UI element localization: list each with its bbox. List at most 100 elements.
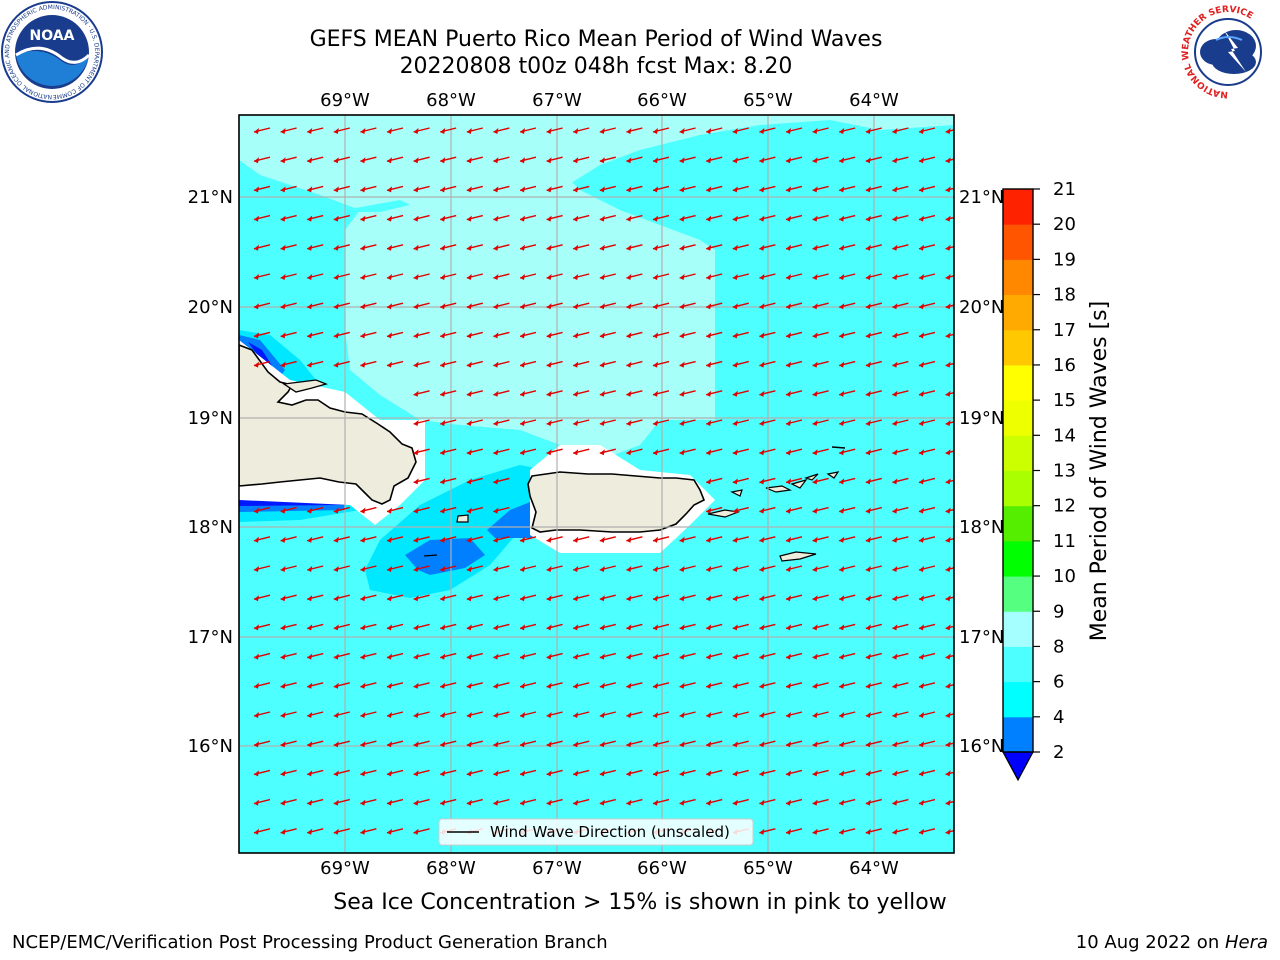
wave-direction-arrow [812, 506, 829, 514]
wave-direction-arrow [440, 360, 457, 368]
wave-direction-arrow [519, 331, 537, 339]
wave-direction-arrow [546, 185, 563, 193]
wave-direction-arrow [679, 419, 696, 426]
wave-direction-arrow [759, 536, 776, 543]
wave-direction-arrow [599, 536, 616, 543]
wave-direction-arrow [280, 214, 297, 222]
lat-label: 21°N [188, 187, 233, 208]
wave-direction-arrow [280, 565, 297, 572]
wave-direction-arrow [679, 390, 696, 397]
wave-direction-arrow [679, 565, 696, 572]
wave-direction-arrow [413, 273, 430, 280]
wave-direction-arrow [679, 594, 696, 602]
wave-direction-arrow [759, 185, 776, 193]
wave-direction-arrow [253, 594, 271, 602]
wave-direction-arrow [812, 448, 829, 456]
wave-direction-arrow [865, 798, 882, 806]
footer-host: Hera [1224, 932, 1268, 953]
wave-direction-arrow [573, 740, 590, 748]
wave-direction-arrow [812, 302, 829, 310]
wave-direction-arrow [918, 565, 936, 572]
wave-direction-arrow [546, 448, 563, 456]
wave-direction-arrow [599, 302, 616, 310]
wave-direction-arrow [626, 273, 643, 280]
wave-direction-arrow [732, 273, 749, 280]
wave-direction-arrow [679, 302, 696, 310]
wind-wave-direction-arrows [253, 127, 954, 835]
wave-direction-arrow [679, 331, 696, 339]
wave-direction-arrow [759, 828, 776, 835]
wave-direction-arrow [759, 769, 776, 777]
wave-direction-arrow [759, 506, 776, 514]
wave-direction-arrow [865, 185, 882, 193]
wave-direction-arrow [839, 156, 856, 164]
colorbar-cell [1003, 364, 1033, 401]
wave-direction-arrow [519, 652, 537, 660]
wave-direction-arrow [865, 652, 882, 660]
wave-direction-arrow [918, 506, 936, 514]
colorbar-cell [1003, 576, 1033, 612]
wave-direction-arrow [839, 185, 856, 193]
wave-direction-arrow [892, 682, 909, 689]
wave-direction-arrow [546, 594, 563, 602]
wave-direction-arrow [573, 711, 590, 718]
wave-direction-arrow [892, 652, 909, 660]
wave-direction-arrow [466, 360, 483, 368]
wave-direction-arrow [493, 302, 510, 310]
wave-direction-arrow [546, 214, 563, 222]
wave-direction-arrow [466, 214, 483, 222]
wave-direction-arrow [679, 536, 696, 543]
wave-direction-arrow [546, 536, 563, 543]
wave-direction-arrow [918, 536, 936, 543]
wave-direction-arrow [493, 623, 510, 631]
wave-direction-arrow [706, 390, 723, 397]
wave-direction-arrow [253, 828, 271, 835]
wave-direction-arrow [865, 711, 882, 718]
wave-direction-arrow [892, 419, 909, 426]
wave-direction-arrow [333, 331, 350, 339]
wave-direction-arrow [706, 623, 723, 631]
wave-direction-arrow [918, 711, 936, 718]
wave-direction-arrow [759, 448, 776, 456]
wave-direction-arrow [785, 536, 803, 543]
wave-direction-arrow [732, 390, 749, 397]
wave-direction-arrow [546, 623, 563, 631]
wave-direction-arrow [918, 331, 936, 339]
wave-direction-arrow [759, 331, 776, 339]
wave-direction-arrow [892, 565, 909, 572]
wave-direction-arrow [386, 127, 404, 134]
wave-direction-arrow [732, 477, 749, 485]
wave-direction-arrow [413, 798, 430, 806]
wave-direction-arrow [679, 682, 696, 689]
wave-direction-arrow [652, 594, 670, 602]
wave-direction-arrow [307, 244, 324, 251]
wave-direction-arrow [466, 127, 483, 134]
wave-direction-arrow [626, 594, 643, 602]
wave-direction-arrow [546, 390, 563, 397]
wave-direction-arrow [599, 273, 616, 280]
colorbar-cell [1003, 470, 1033, 507]
wave-direction-arrow [679, 623, 696, 631]
wave-direction-arrow [812, 682, 829, 689]
wave-direction-arrow [360, 769, 377, 777]
island [765, 485, 792, 493]
wave-direction-arrow [626, 360, 643, 368]
wave-direction-arrow [519, 711, 537, 718]
wave-direction-arrow [839, 536, 856, 543]
wave-direction-arrow [253, 506, 271, 514]
wave-direction-arrow [892, 156, 909, 164]
wave-direction-arrow [280, 244, 297, 251]
colorbar-tick-label: 20 [1053, 214, 1076, 235]
wave-direction-arrow [839, 244, 856, 251]
wave-direction-arrow [679, 127, 696, 134]
lon-label: 68°W [426, 858, 476, 879]
wave-direction-arrow [333, 594, 350, 602]
wave-direction-arrow [759, 273, 776, 280]
wave-direction-arrow [759, 798, 776, 806]
wave-direction-arrow [918, 214, 936, 222]
wave-direction-arrow [599, 244, 616, 251]
wave-direction-arrow [253, 623, 271, 631]
wave-direction-arrow [652, 652, 670, 660]
wave-direction-arrow [413, 828, 430, 835]
wave-direction-arrow [812, 740, 829, 748]
